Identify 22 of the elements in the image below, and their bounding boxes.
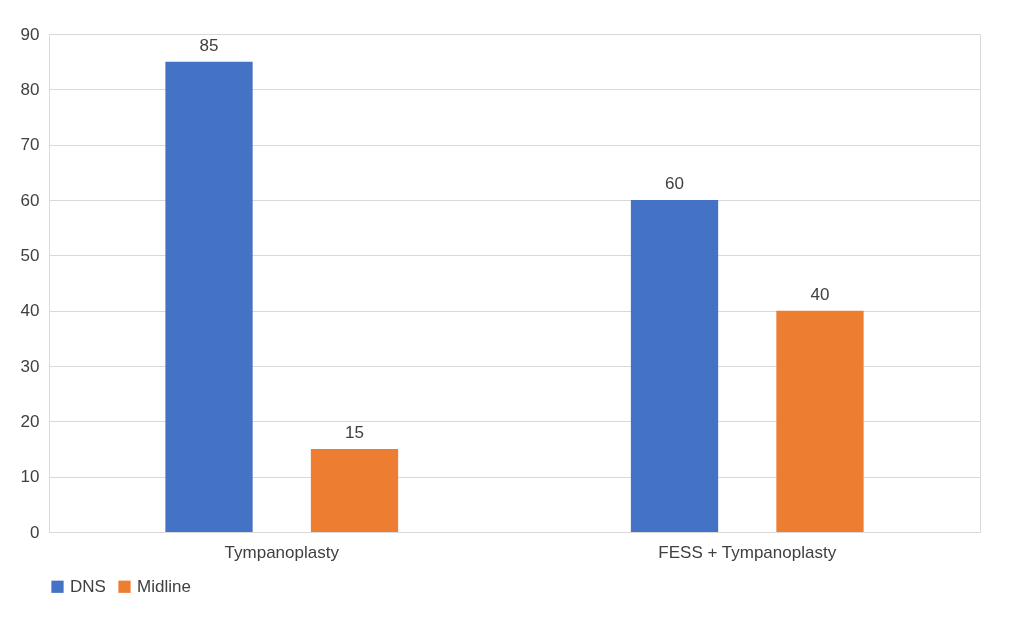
y-tick-label: 70 [20, 135, 40, 155]
bar [310, 449, 399, 532]
y-tick-label: 80 [20, 79, 40, 99]
y-tick-label: 40 [20, 301, 40, 321]
legend-label: DNS [70, 576, 106, 596]
x-tick-label: Tympanoplasty [224, 542, 340, 562]
y-tick-label: 30 [20, 356, 40, 376]
bar [165, 61, 253, 532]
y-tick-label: 60 [20, 190, 40, 210]
data-label: 60 [665, 174, 684, 193]
data-label: 40 [810, 284, 830, 304]
data-label: 15 [345, 423, 364, 442]
legend-label: Midline [137, 576, 191, 596]
x-tick-label: FESS + Tympanoplasty [658, 542, 837, 562]
y-tick-label: 0 [30, 522, 40, 542]
data-label: 85 [199, 35, 219, 55]
y-tick-label: 90 [20, 24, 40, 44]
y-tick-label: 10 [20, 467, 40, 487]
bar [630, 200, 719, 532]
y-tick-label: 20 [20, 411, 40, 431]
y-tick-label: 50 [20, 245, 40, 265]
bar [776, 310, 864, 532]
